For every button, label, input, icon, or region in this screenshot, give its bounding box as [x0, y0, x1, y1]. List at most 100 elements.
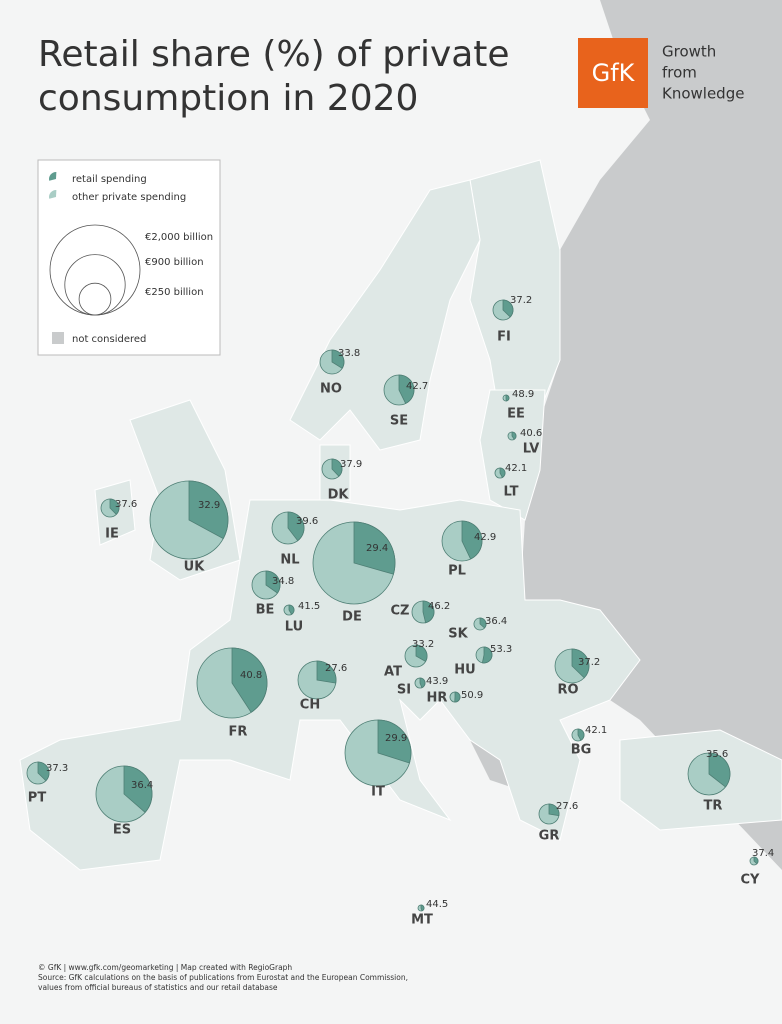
- value-label: 37.9: [340, 459, 362, 470]
- country-code: CZ: [391, 604, 410, 619]
- value-label: 46.2: [428, 601, 450, 612]
- logo-tagline: Knowledge: [662, 85, 744, 103]
- title-line: consumption in 2020: [38, 78, 418, 119]
- value-label: 33.2: [412, 639, 434, 650]
- country-code: DK: [328, 488, 350, 503]
- country-code: GR: [539, 829, 560, 844]
- legend-size-label: €900 billion: [145, 257, 204, 268]
- pie-retail: [548, 803, 560, 817]
- pie-retail: [454, 691, 461, 703]
- pie-retail: [37, 761, 50, 782]
- value-label: 35.6: [706, 749, 728, 760]
- value-label: 32.9: [198, 500, 220, 511]
- legend-label: retail spending: [72, 174, 147, 185]
- pie-retail: [316, 660, 337, 684]
- pie-retail: [753, 856, 759, 865]
- value-label: 29.4: [366, 543, 388, 554]
- legend-size-label: €250 billion: [145, 287, 204, 298]
- pie-retail: [265, 570, 281, 594]
- pie-retail: [287, 511, 305, 542]
- value-label: 37.2: [578, 657, 600, 668]
- pie-retail: [511, 431, 517, 440]
- pie-retail: [377, 719, 412, 764]
- country-code: LT: [504, 485, 519, 500]
- legend-label: other private spending: [72, 192, 186, 203]
- footer: © GfK | www.gfk.com/geomarketing | Map c…: [38, 963, 292, 972]
- country-code: HR: [427, 691, 448, 706]
- value-label: 37.3: [46, 763, 68, 774]
- pie-retail: [499, 467, 506, 478]
- country-code: DE: [342, 610, 362, 625]
- legend-size-circle: [78, 282, 112, 316]
- legend-icon: [49, 190, 57, 199]
- country-code: AT: [384, 665, 402, 680]
- country-code: PT: [28, 791, 47, 806]
- legend-box: [37, 159, 221, 356]
- value-label: 36.4: [485, 616, 507, 627]
- pie-retail: [415, 644, 428, 662]
- pie-retail: [505, 394, 510, 402]
- land-not-considered: [520, 0, 782, 870]
- value-label: 27.6: [556, 801, 578, 812]
- value-label: 41.5: [298, 601, 320, 612]
- pie-retail: [481, 646, 493, 664]
- value-label: 33.8: [338, 348, 360, 359]
- pie-retail: [331, 349, 345, 369]
- pie-retail: [479, 617, 487, 629]
- value-label: 39.6: [296, 516, 318, 527]
- pie-retail: [353, 521, 396, 575]
- value-label: 37.2: [510, 295, 532, 306]
- pie-retail: [708, 752, 731, 788]
- pie-retail: [422, 600, 435, 624]
- country-code: RO: [557, 683, 578, 698]
- country-code: IE: [105, 527, 119, 542]
- value-label: 42.7: [406, 381, 428, 392]
- pie-retail: [188, 480, 229, 540]
- value-label: 53.3: [490, 644, 512, 655]
- country-code: LV: [523, 442, 540, 457]
- value-label: 29.9: [385, 733, 407, 744]
- value-label: 43.9: [426, 676, 448, 687]
- value-label: 36.4: [131, 780, 153, 791]
- country-code: NL: [280, 553, 299, 568]
- value-label: 40.6: [520, 428, 542, 439]
- value-label: 37.4: [752, 848, 774, 859]
- value-label: 34.8: [272, 576, 294, 587]
- country-code: IT: [371, 785, 385, 800]
- pie-retail: [331, 458, 343, 477]
- country-code: HU: [454, 663, 475, 678]
- value-label: 44.5: [426, 899, 448, 910]
- pie-retail: [288, 604, 295, 615]
- value-label: 50.9: [461, 690, 483, 701]
- value-label: 27.6: [325, 663, 347, 674]
- pie-retail: [231, 647, 268, 713]
- country-code: TR: [704, 799, 723, 814]
- country-code: ES: [113, 823, 131, 838]
- pie-retail: [123, 765, 153, 813]
- legend-size-label: €2,000 billion: [145, 232, 213, 243]
- logo-tagline: Growth: [662, 43, 716, 61]
- value-label: 42.9: [474, 532, 496, 543]
- country-code: BE: [256, 603, 275, 618]
- value-label: 40.8: [240, 670, 262, 681]
- pie-retail: [502, 299, 514, 318]
- country-code: NO: [320, 382, 342, 397]
- country-code: EE: [507, 407, 525, 422]
- pie-retail: [419, 677, 426, 689]
- country-code: CY: [741, 873, 761, 888]
- country-code: MT: [411, 913, 433, 928]
- value-label: 42.1: [585, 725, 607, 736]
- value-label: 48.9: [512, 389, 534, 400]
- legend-swatch: [52, 332, 64, 344]
- value-label: 42.1: [505, 463, 527, 474]
- pie-retail: [398, 374, 415, 404]
- country-code: FR: [229, 725, 248, 740]
- title-line: Retail share (%) of private: [38, 34, 510, 75]
- legend-icon: [49, 172, 57, 181]
- country-code: LU: [285, 620, 303, 635]
- country-code: PL: [448, 564, 466, 579]
- country-code: FI: [497, 330, 511, 345]
- country-code: SI: [397, 683, 411, 698]
- country-code: CH: [300, 698, 320, 713]
